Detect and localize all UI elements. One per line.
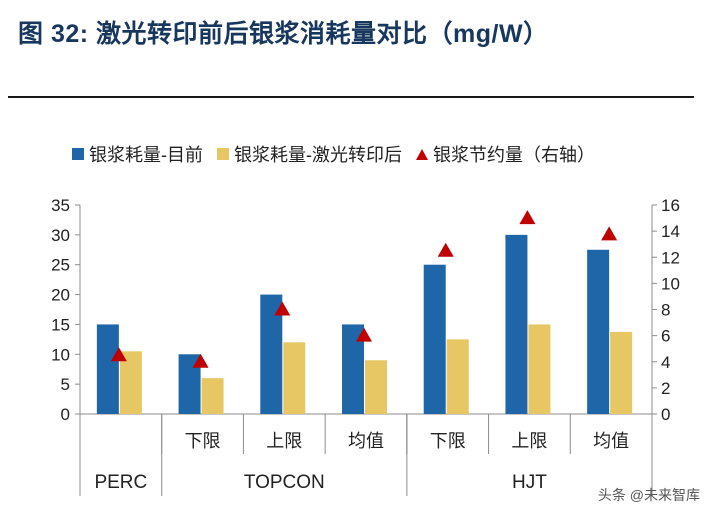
legend-swatch-current xyxy=(72,148,84,160)
marker-savings xyxy=(110,347,127,362)
bar-after-laser xyxy=(528,324,551,414)
y-right-tick-label: 10 xyxy=(661,274,680,293)
legend-item-after-laser: 银浆耗量-激光转印后 xyxy=(217,141,402,167)
legend-label-current: 银浆耗量-目前 xyxy=(89,145,203,165)
y-left-tick-label: 0 xyxy=(61,405,70,424)
legend-label-after-laser: 银浆耗量-激光转印后 xyxy=(234,145,402,165)
bar-current xyxy=(342,324,364,414)
y-right-tick-label: 14 xyxy=(661,222,680,241)
group-label: HJT xyxy=(512,472,547,493)
bar-after-laser xyxy=(201,378,224,414)
category-label: 上限 xyxy=(266,431,302,451)
y-left-tick-label: 10 xyxy=(51,345,70,364)
category-label: 上限 xyxy=(511,431,547,451)
marker-savings xyxy=(274,301,291,316)
bar-current xyxy=(587,249,610,414)
y-right-tick-label: 16 xyxy=(661,196,680,215)
y-right-tick-label: 6 xyxy=(661,327,670,346)
watermark: 头条 @未来智库 xyxy=(597,487,700,503)
y-right-tick-label: 0 xyxy=(661,405,670,424)
bar-current xyxy=(423,264,446,414)
category-label: 均值 xyxy=(593,431,629,451)
bar-after-laser xyxy=(446,339,469,414)
group-label: TOPCON xyxy=(244,472,325,493)
legend-item-current: 银浆耗量-目前 xyxy=(72,141,203,167)
marker-savings xyxy=(192,353,209,368)
y-left-tick-label: 35 xyxy=(51,196,70,215)
legend-item-savings: 银浆节约量（右轴） xyxy=(416,141,595,167)
group-label: PERC xyxy=(94,472,147,493)
bar-after-laser xyxy=(365,360,387,414)
category-label: 下限 xyxy=(430,431,466,451)
y-left-tick-label: 20 xyxy=(51,286,70,305)
bar-current xyxy=(96,324,119,414)
title-divider xyxy=(8,96,694,98)
y-left-tick-label: 25 xyxy=(51,256,70,275)
category-label: 均值 xyxy=(348,431,384,451)
marker-savings xyxy=(437,242,454,257)
bar-current xyxy=(505,234,528,414)
legend-marker-savings xyxy=(416,148,428,160)
y-right-tick-label: 12 xyxy=(661,248,680,267)
chart-legend: 银浆耗量-目前 银浆耗量-激光转印后 银浆节约量（右轴） xyxy=(72,141,595,167)
chart-title: 图 32: 激光转印前后银浆消耗量对比（mg/W） xyxy=(18,20,549,48)
y-right-tick-label: 8 xyxy=(661,301,670,320)
bar-after-laser xyxy=(283,342,306,414)
bar-after-laser xyxy=(119,351,142,414)
bar-after-laser xyxy=(610,331,633,414)
y-left-tick-label: 30 xyxy=(51,226,70,245)
y-right-tick-label: 4 xyxy=(661,353,670,372)
y-right-tick-label: 2 xyxy=(661,379,670,398)
legend-swatch-after-laser xyxy=(217,148,229,160)
marker-savings xyxy=(601,226,618,241)
y-left-tick-label: 15 xyxy=(51,315,70,334)
bar-current xyxy=(178,354,201,414)
category-label: 下限 xyxy=(185,431,221,451)
marker-savings xyxy=(519,210,536,225)
legend-label-savings: 银浆节约量（右轴） xyxy=(433,145,595,165)
bar-current xyxy=(260,294,283,414)
y-left-tick-label: 5 xyxy=(61,375,70,394)
marker-savings xyxy=(356,327,372,342)
